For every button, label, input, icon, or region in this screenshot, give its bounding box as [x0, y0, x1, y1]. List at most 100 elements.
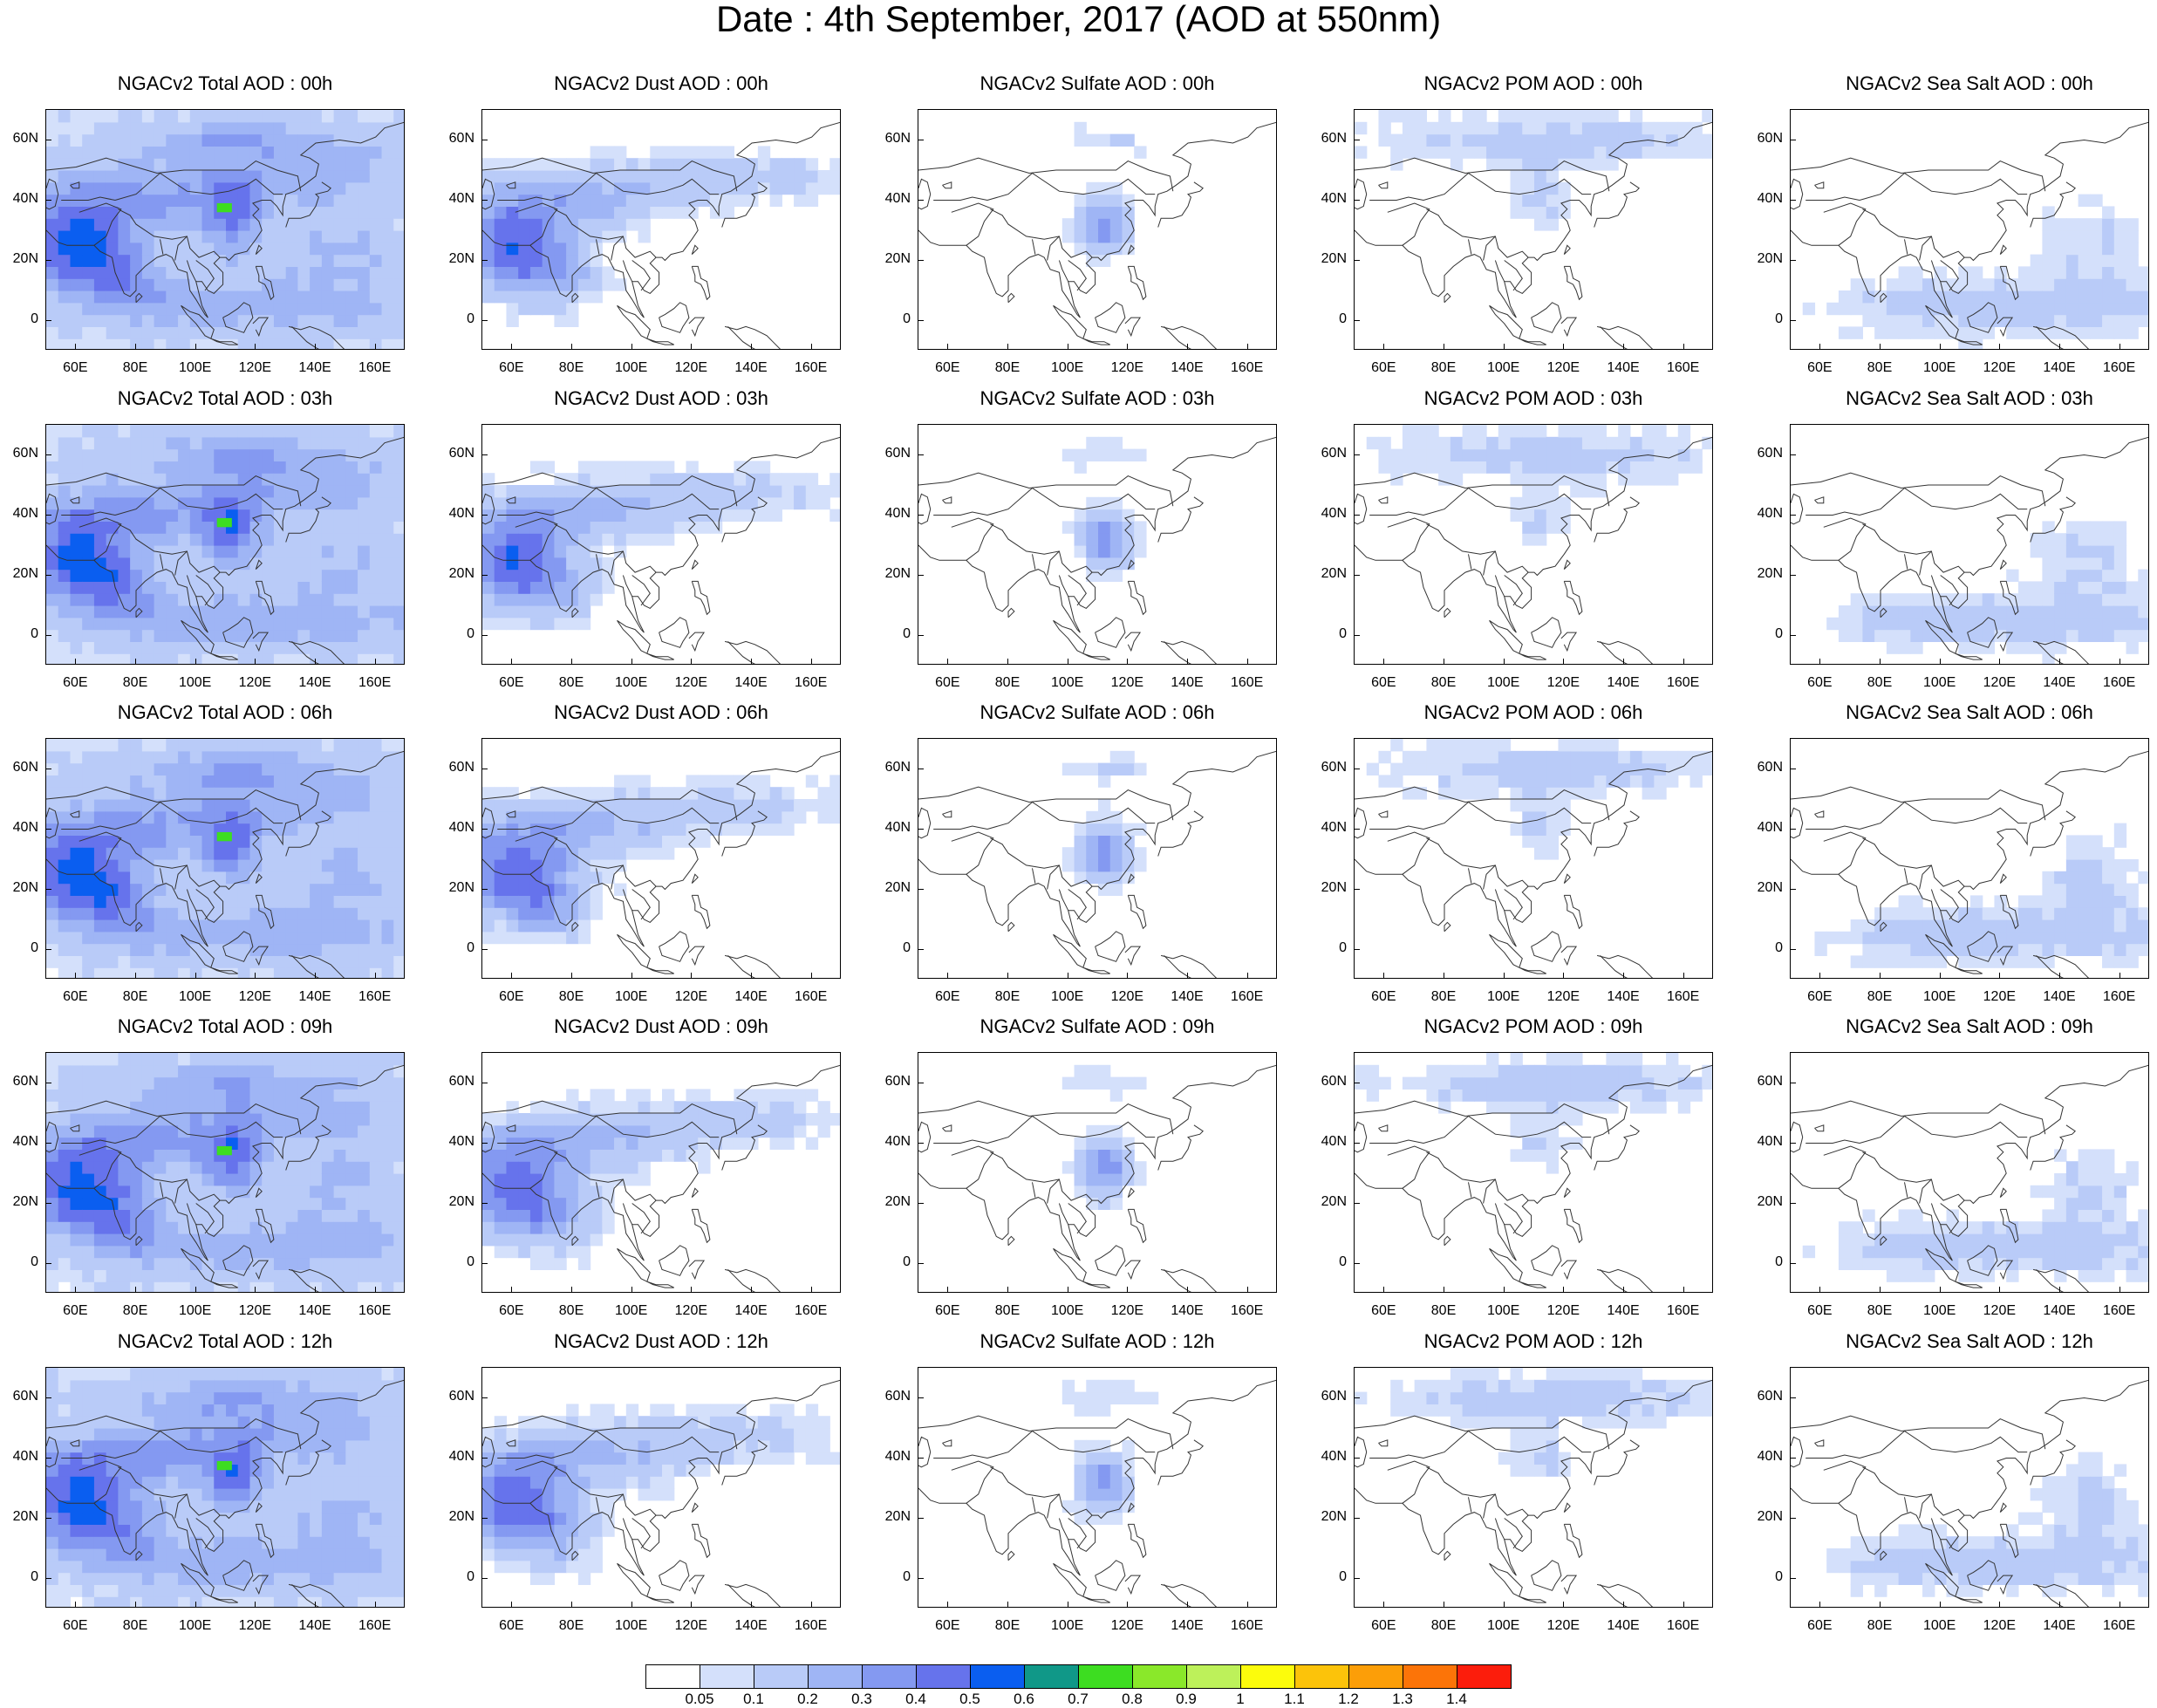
lat-tick-label: 20N	[3, 880, 38, 896]
lon-tick-label: 80E	[1422, 1618, 1465, 1634]
panel-title: NGACv2 Total AOD : 09h	[10, 1015, 440, 1038]
lon-tick-label: 160E	[2098, 1303, 2141, 1319]
lat-tick-label: 40N	[3, 820, 38, 836]
lon-tick	[315, 1602, 316, 1608]
lon-tick	[1683, 1287, 1684, 1293]
lon-tick	[195, 659, 196, 665]
lat-tick	[918, 949, 924, 950]
panel-title: NGACv2 POM AOD : 06h	[1319, 701, 1748, 724]
lon-tick-label: 60E	[1798, 1303, 1841, 1319]
lat-tick	[45, 1397, 51, 1398]
lat-tick	[481, 635, 488, 636]
lat-tick	[1790, 1458, 1796, 1459]
lat-tick	[918, 454, 924, 455]
colorbar-label: 0.8	[1110, 1691, 1154, 1708]
panel-title: NGACv2 Dust AOD : 09h	[447, 1015, 876, 1038]
lon-tick-label: 160E	[353, 360, 397, 376]
lat-tick	[481, 200, 488, 201]
lon-tick-label: 100E	[1918, 360, 1962, 376]
lon-tick	[195, 973, 196, 979]
lat-tick-label: 60N	[440, 1389, 474, 1404]
lat-tick-label: 40N	[1748, 820, 1783, 836]
panel-title: NGACv2 Dust AOD : 06h	[447, 701, 876, 724]
lon-tick-label: 160E	[1225, 1618, 1269, 1634]
lon-tick	[1880, 659, 1881, 665]
lat-tick-label: 20N	[876, 566, 911, 582]
lat-tick-label: 40N	[1312, 1134, 1347, 1150]
aod-field	[482, 1368, 841, 1608]
lon-tick	[255, 659, 256, 665]
lon-tick	[1999, 344, 2000, 350]
lon-tick	[1683, 659, 1684, 665]
lon-tick-label: 100E	[174, 360, 217, 376]
lat-tick	[918, 200, 924, 201]
lat-tick-label: 0	[3, 311, 38, 327]
colorbar-label: 0.2	[786, 1691, 829, 1708]
lon-tick-label: 120E	[669, 1618, 713, 1634]
lon-tick-label: 120E	[1977, 989, 2021, 1005]
lon-tick	[1383, 1602, 1384, 1608]
lon-tick-label: 60E	[1362, 360, 1405, 376]
lat-tick-label: 40N	[440, 1449, 474, 1465]
colorbar-label: 1	[1218, 1691, 1262, 1708]
lat-tick-label: 20N	[440, 880, 474, 896]
panel-title: NGACv2 Sea Salt AOD : 12h	[1755, 1330, 2157, 1353]
lon-tick	[315, 1287, 316, 1293]
lon-tick	[1127, 1287, 1128, 1293]
lon-tick-label: 60E	[53, 1303, 97, 1319]
lon-tick-label: 60E	[53, 1618, 97, 1634]
lon-tick	[1187, 973, 1188, 979]
lon-tick-label: 120E	[1105, 360, 1149, 376]
lat-tick-label: 40N	[440, 191, 474, 207]
lat-tick-label: 40N	[1312, 506, 1347, 522]
lon-tick-label: 60E	[53, 989, 97, 1005]
lon-tick-label: 160E	[1225, 1303, 1269, 1319]
lon-tick-label: 100E	[1046, 675, 1089, 691]
lat-tick-label: 0	[440, 1254, 474, 1270]
map-area	[1790, 1367, 2149, 1608]
lon-tick-label: 160E	[789, 1618, 833, 1634]
lon-tick	[1187, 1287, 1188, 1293]
lon-tick-label: 60E	[53, 360, 97, 376]
lon-tick-label: 120E	[1977, 1618, 2021, 1634]
lon-tick-label: 140E	[2038, 1618, 2081, 1634]
lon-tick	[1999, 659, 2000, 665]
lon-tick	[751, 973, 752, 979]
colorbar-swatch	[1132, 1664, 1187, 1689]
lat-tick-label: 60N	[3, 446, 38, 461]
lat-tick	[1354, 1203, 1360, 1204]
lon-tick-label: 60E	[489, 1303, 533, 1319]
lon-tick	[1683, 1602, 1684, 1608]
lat-tick-label: 40N	[876, 506, 911, 522]
aod-field	[1791, 425, 2149, 665]
lon-tick	[571, 659, 572, 665]
colorbar-swatch	[1240, 1664, 1295, 1689]
lon-tick-label: 140E	[2038, 989, 2081, 1005]
lon-tick-label: 80E	[1858, 675, 1901, 691]
panel-title: NGACv2 Sulfate AOD : 06h	[883, 701, 1312, 724]
lat-tick-label: 40N	[876, 820, 911, 836]
lon-tick-label: 120E	[1977, 675, 2021, 691]
lon-tick	[1504, 973, 1505, 979]
lon-tick	[571, 344, 572, 350]
lat-tick	[1790, 1518, 1796, 1519]
lon-tick	[1504, 659, 1505, 665]
lat-tick	[45, 1518, 51, 1519]
lon-tick	[1007, 659, 1008, 665]
lon-tick	[1623, 344, 1624, 350]
lon-tick-label: 120E	[669, 360, 713, 376]
lon-tick	[1007, 1287, 1008, 1293]
map-area	[481, 738, 841, 979]
lon-tick-label: 140E	[729, 989, 773, 1005]
colorbar-swatch	[808, 1664, 863, 1689]
lat-tick	[481, 1518, 488, 1519]
colorbar-label: 0.9	[1164, 1691, 1208, 1708]
lat-tick-label: 0	[3, 1569, 38, 1585]
